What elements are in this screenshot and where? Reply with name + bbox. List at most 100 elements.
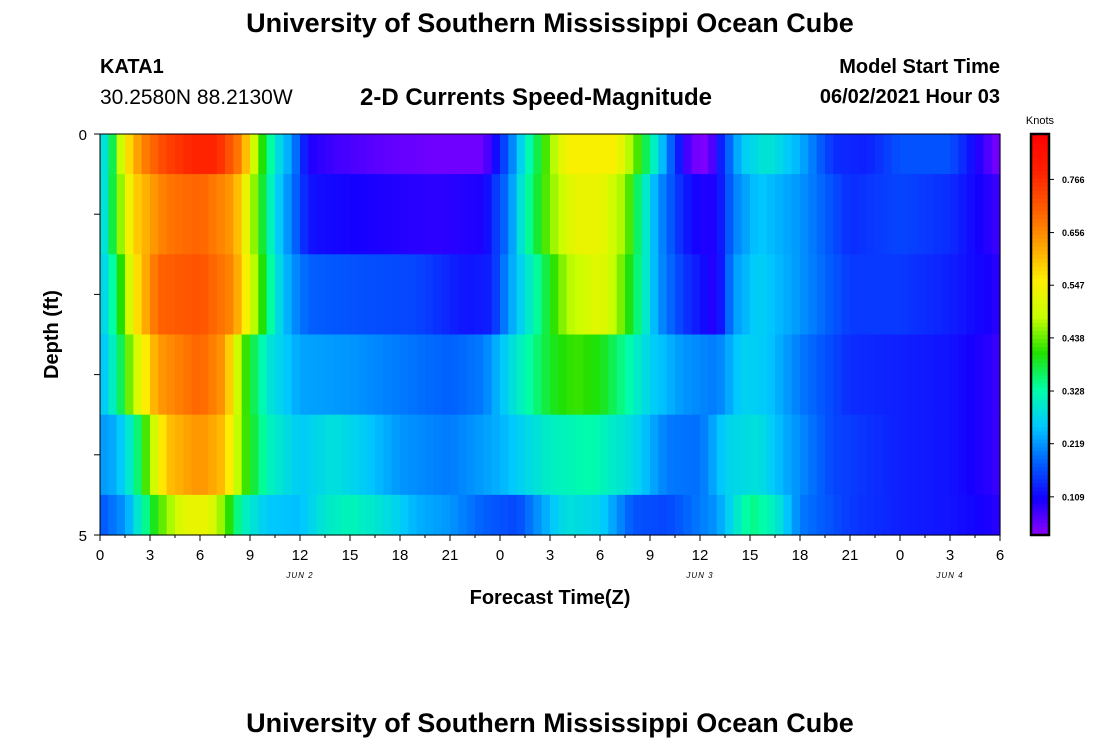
heatmap-cell [825, 254, 834, 336]
heatmap-cell [908, 254, 918, 336]
heatmap-cell [566, 254, 576, 336]
heatmap-cell [941, 134, 951, 175]
heatmap-cell [933, 254, 943, 336]
heatmap-cell [183, 334, 193, 416]
heatmap-cell [550, 174, 559, 255]
heatmap-cell [566, 334, 576, 416]
heatmap-cell [966, 254, 976, 336]
heatmap-cell [391, 134, 401, 175]
heatmap-cell [666, 334, 676, 416]
heatmap-cell [808, 134, 818, 175]
heatmap-cell [341, 494, 351, 536]
heatmap-cell [475, 134, 484, 175]
heatmap-cell [525, 174, 534, 255]
heatmap-cell [841, 334, 851, 416]
heatmap-cell [191, 494, 201, 536]
x-tick-label: 0 [896, 547, 904, 564]
heatmap-cell [858, 494, 868, 536]
heatmap-cell [700, 254, 709, 336]
heatmap-cell [716, 334, 726, 416]
colorbar-segment [1031, 394, 1049, 400]
heatmap-cell [525, 334, 534, 416]
heatmap-cell [575, 414, 584, 496]
heatmap-cell [558, 134, 568, 175]
heatmap-cell [850, 254, 859, 336]
heatmap-cell [858, 334, 868, 416]
heatmap-cell [433, 134, 443, 175]
heatmap-cell [516, 174, 526, 255]
heatmap-cell [900, 334, 909, 416]
colorbar-segment [1031, 330, 1049, 336]
heatmap-cell [425, 254, 434, 336]
page-title: University of Southern Mississippi Ocean… [246, 8, 854, 38]
heatmap-cell [400, 494, 409, 536]
y-axis-label: Depth (ft) [41, 290, 63, 379]
heatmap-cell [633, 134, 643, 175]
heatmap-cell [950, 494, 959, 536]
heatmap-cell [425, 414, 434, 496]
colorbar-segment [1031, 454, 1049, 460]
heatmap-cell [466, 414, 476, 496]
date-label: JUN 3 [685, 571, 713, 580]
colorbar-segment [1031, 154, 1049, 159]
colorbar-segment [1031, 422, 1049, 428]
heatmap-cell [158, 334, 168, 416]
heatmap-cell [866, 134, 876, 175]
heatmap-cell [641, 174, 651, 255]
heatmap-cell [541, 494, 551, 536]
heatmap-cell [475, 174, 484, 255]
heatmap-cell [258, 494, 268, 536]
heatmap-cell [716, 174, 726, 255]
heatmap-cell [383, 334, 393, 416]
heatmap-cell [225, 414, 234, 496]
heatmap-cell [625, 174, 634, 255]
heatmap-cell [300, 494, 309, 536]
heatmap-cell [558, 494, 568, 536]
colorbar-segment [1031, 466, 1049, 472]
heatmap-cell [650, 134, 659, 175]
heatmap-cell [275, 134, 284, 175]
colorbar-segment [1031, 322, 1049, 328]
heatmap-cell [316, 134, 326, 175]
heatmap-cell [916, 334, 926, 416]
heatmap-cell [525, 134, 534, 175]
heatmap-cell [900, 494, 909, 536]
heatmap-cell [525, 414, 534, 496]
heatmap-cell [916, 494, 926, 536]
heatmap-cell [250, 134, 259, 175]
heatmap-cell [641, 494, 651, 536]
heatmap-cell [291, 494, 301, 536]
heatmap-cell [975, 134, 984, 175]
heatmap-cell [691, 494, 701, 536]
heatmap-cell [891, 494, 901, 536]
heatmap-cell [441, 494, 451, 536]
heatmap-cell [950, 134, 959, 175]
heatmap-cell [200, 494, 209, 536]
heatmap-cell [375, 134, 384, 175]
heatmap-cell [725, 494, 734, 536]
heatmap-cell [458, 334, 468, 416]
colorbar-segment [1031, 530, 1049, 536]
heatmap-cell [550, 414, 559, 496]
heatmap-cell [591, 494, 601, 536]
colorbar-segment [1031, 282, 1049, 287]
heatmap-cell [408, 174, 418, 255]
heatmap-cell [116, 334, 126, 416]
heatmap-cell [800, 334, 809, 416]
heatmap-cell [150, 174, 159, 255]
heatmap-cell [391, 174, 401, 255]
heatmap-cell [583, 134, 593, 175]
heatmap-cell [250, 254, 259, 336]
heatmap-cell [500, 334, 509, 416]
heatmap-cell [916, 134, 926, 175]
heatmap-cell [400, 414, 409, 496]
colorbar-tick-label: 0.656 [1062, 228, 1085, 238]
heatmap-cell [316, 174, 326, 255]
heatmap-cell [933, 174, 943, 255]
heatmap-cell [525, 494, 534, 536]
heatmap-cell [341, 414, 351, 496]
heatmap-cell [975, 174, 984, 255]
heatmap-cell [616, 494, 626, 536]
heatmap-cell [391, 494, 401, 536]
heatmap-cell [775, 494, 784, 536]
